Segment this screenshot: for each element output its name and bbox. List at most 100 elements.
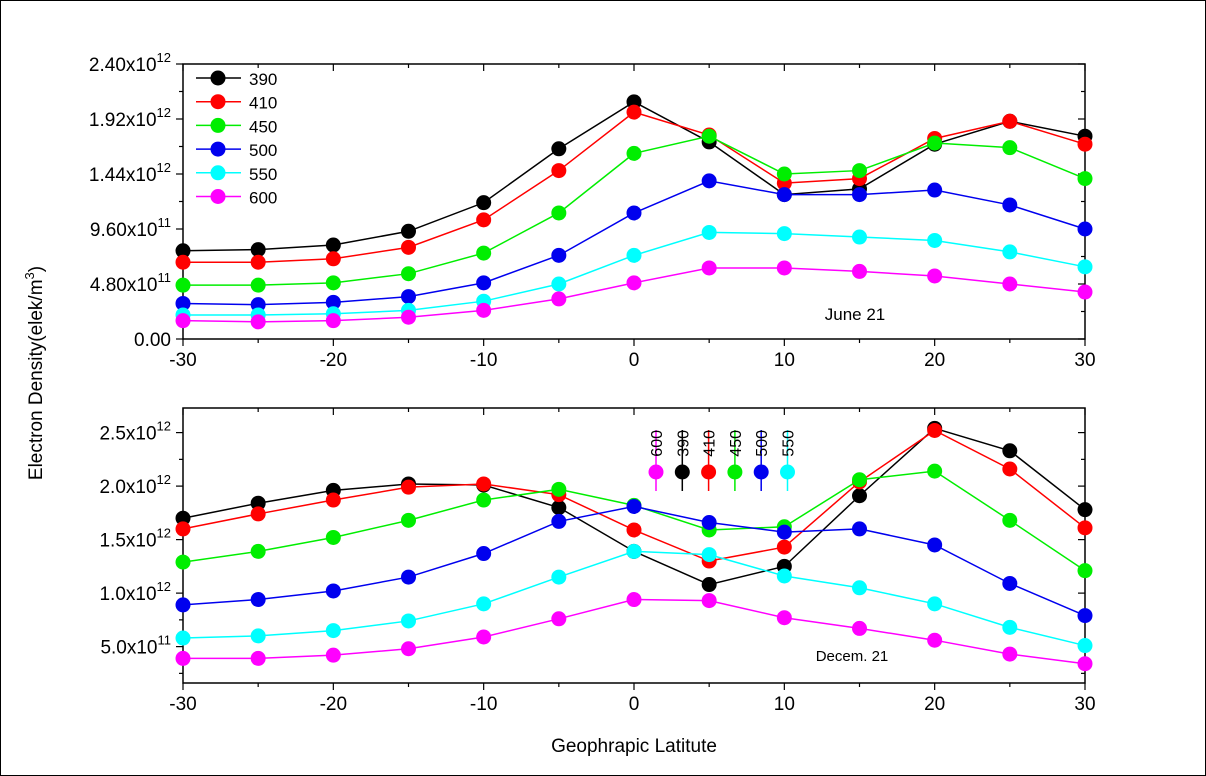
data-point-390 <box>175 243 191 259</box>
data-point-500 <box>927 182 943 198</box>
legend-marker-550 <box>210 165 226 181</box>
data-point-600 <box>701 593 717 609</box>
legend-label-450: 450 <box>249 117 277 136</box>
data-point-500 <box>325 583 341 599</box>
data-point-550 <box>401 613 416 629</box>
y-tick-label: 2.40x1012 <box>89 50 171 76</box>
data-point-410 <box>927 422 943 438</box>
data-point-410 <box>325 492 341 508</box>
data-point-410 <box>175 521 191 537</box>
data-point-390 <box>250 242 266 258</box>
data-point-600 <box>551 291 567 307</box>
series-600 <box>175 592 1093 672</box>
data-point-450 <box>325 275 341 291</box>
data-point-550 <box>626 543 642 559</box>
data-point-450 <box>927 135 943 151</box>
y-tick-label: 1.92x1012 <box>89 105 171 131</box>
data-point-500 <box>325 294 341 310</box>
data-point-450 <box>551 205 567 221</box>
data-point-600 <box>250 650 266 666</box>
data-point-550 <box>701 224 717 240</box>
x-tick-label: 20 <box>924 350 945 371</box>
legend-label-550: 550 <box>781 430 798 457</box>
data-point-450 <box>325 529 341 545</box>
data-point-550 <box>1077 638 1093 654</box>
data-point-600 <box>927 632 943 648</box>
legend-marker-550 <box>780 464 795 480</box>
data-point-600 <box>927 268 943 284</box>
data-point-550 <box>1002 619 1018 635</box>
data-point-390 <box>325 237 341 253</box>
data-point-410 <box>1077 136 1093 152</box>
data-point-600 <box>551 611 567 627</box>
data-point-390 <box>476 195 492 211</box>
data-point-500 <box>551 247 567 263</box>
series-410 <box>175 104 1093 270</box>
data-point-600 <box>401 641 416 657</box>
data-point-500 <box>701 514 717 530</box>
data-point-500 <box>626 205 642 221</box>
series-500 <box>175 498 1093 624</box>
data-point-410 <box>626 104 642 120</box>
data-point-450 <box>626 145 642 161</box>
data-point-450 <box>852 163 867 179</box>
legend-label-500: 500 <box>249 141 277 160</box>
data-point-500 <box>776 524 792 540</box>
x-tick-label: 0 <box>629 350 640 371</box>
data-point-390 <box>175 510 191 526</box>
x-tick-label: -20 <box>320 694 347 715</box>
x-axis-label: Geophrapic Latitute <box>551 736 717 757</box>
legend-marker-390 <box>674 464 690 480</box>
data-point-600 <box>325 313 341 329</box>
legend-marker-500 <box>753 464 769 480</box>
data-point-500 <box>626 498 642 514</box>
data-point-550 <box>626 247 642 263</box>
data-point-550 <box>1077 259 1093 275</box>
data-point-500 <box>250 592 266 608</box>
x-tick-label: -30 <box>169 350 196 371</box>
data-point-410 <box>325 251 341 267</box>
legend-label-500: 500 <box>754 430 771 457</box>
data-point-410 <box>551 163 567 179</box>
data-point-500 <box>175 597 191 613</box>
data-point-600 <box>852 263 867 279</box>
data-point-500 <box>401 289 416 305</box>
data-point-390 <box>852 488 867 504</box>
legend-label-450: 450 <box>728 430 745 457</box>
data-point-390 <box>551 141 567 157</box>
data-point-410 <box>250 254 266 270</box>
data-point-390 <box>551 500 567 516</box>
data-point-550 <box>701 547 717 563</box>
data-point-600 <box>325 647 341 663</box>
legend-marker-600 <box>648 464 664 480</box>
legend-marker-410 <box>701 464 717 480</box>
data-point-450 <box>927 463 943 479</box>
data-point-410 <box>175 254 191 270</box>
x-tick-label: 20 <box>924 694 945 715</box>
y-tick-label: 4.80x1011 <box>90 270 171 296</box>
data-point-550 <box>927 232 943 248</box>
series-450 <box>175 463 1093 579</box>
data-point-500 <box>927 537 943 553</box>
data-point-550 <box>476 596 492 612</box>
legend-label-600: 600 <box>249 189 277 208</box>
legend-marker-600 <box>210 189 226 204</box>
data-point-550 <box>852 580 867 596</box>
panel-june: -30 -20 -10 0 10 20 30 0.00 4.80x1011 9.60x1011 1.… <box>89 50 1096 371</box>
series-500 <box>175 173 1093 313</box>
legend-label-410: 410 <box>702 430 719 457</box>
data-point-600 <box>776 610 792 626</box>
data-point-410 <box>1002 113 1018 129</box>
legend-marker-410 <box>210 94 226 110</box>
data-point-600 <box>401 309 416 325</box>
data-point-410 <box>1077 520 1093 536</box>
panel-annotation: Decem. 21 <box>816 648 889 665</box>
series-600 <box>175 260 1093 330</box>
panel-annotation: June 21 <box>825 305 886 324</box>
x-tick-label: -20 <box>320 350 347 371</box>
data-point-550 <box>175 630 191 646</box>
data-point-500 <box>1077 221 1093 237</box>
legend-marker-390 <box>210 70 226 86</box>
data-point-450 <box>1077 171 1093 187</box>
